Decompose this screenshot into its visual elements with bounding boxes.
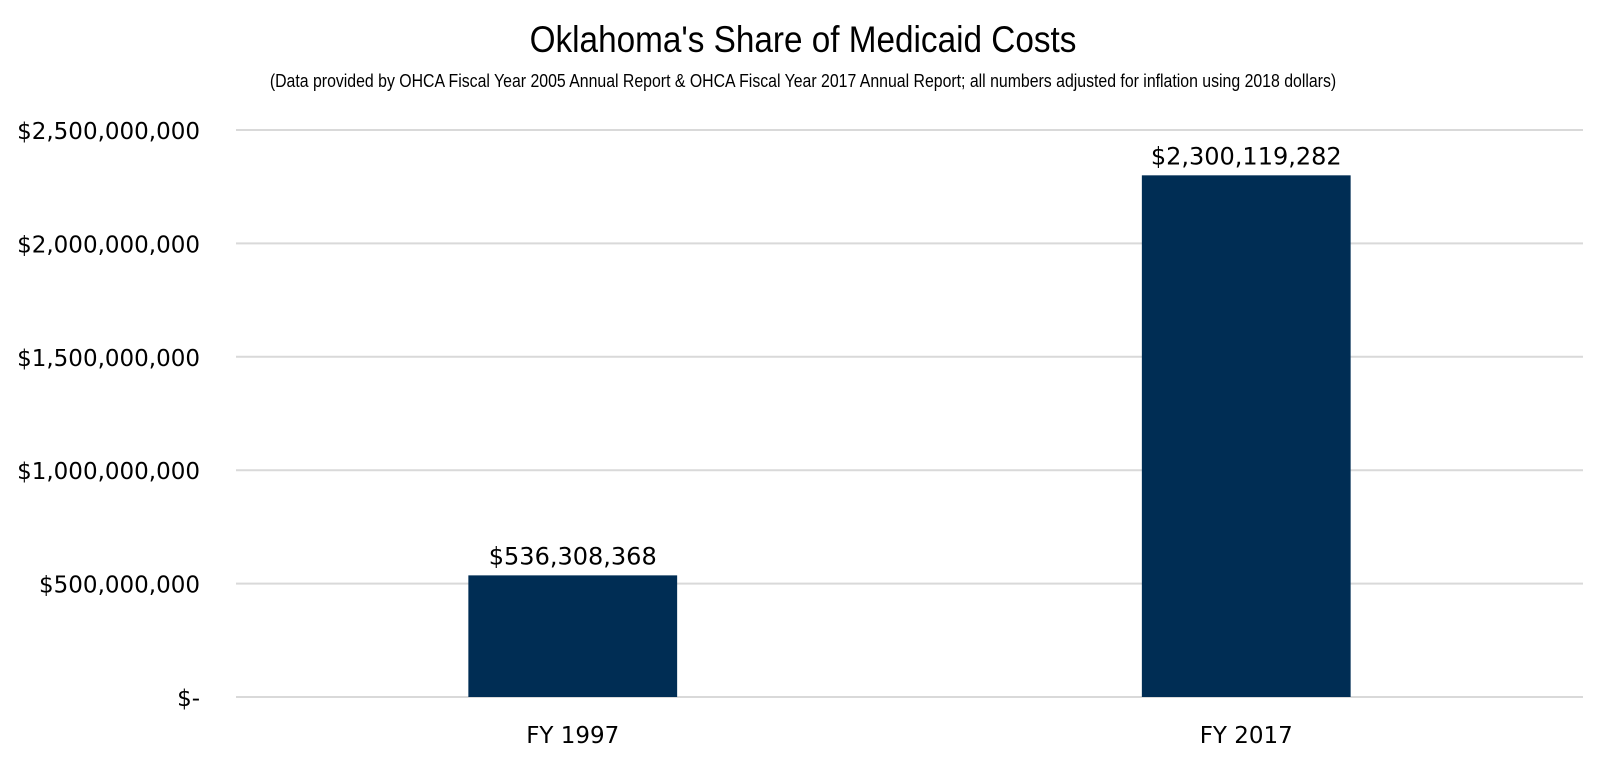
chart-subtitle: (Data provided by OHCA Fiscal Year 2005 … <box>269 71 1337 91</box>
bar-fy-1997 <box>468 575 678 697</box>
y-tick-label: $2,500,000,000 <box>17 119 200 145</box>
gridlines <box>236 129 1583 698</box>
y-tick-label: $2,000,000,000 <box>17 232 200 258</box>
y-tick-label: $1,500,000,000 <box>17 346 200 372</box>
x-axis-tick-labels: FY 1997 FY 2017 <box>526 723 1293 749</box>
data-label: $2,300,119,282 <box>1151 142 1342 170</box>
x-tick-label: FY 1997 <box>526 723 619 749</box>
x-tick-label: FY 2017 <box>1200 723 1293 749</box>
bars <box>468 175 1351 697</box>
chart-title: Oklahoma's Share of Medicaid Costs <box>529 19 1077 60</box>
data-label: $536,308,368 <box>489 542 657 570</box>
y-tick-label: $500,000,000 <box>39 573 200 599</box>
y-tick-label: $- <box>177 686 200 712</box>
data-labels: $536,308,368 $2,300,119,282 <box>489 142 1342 570</box>
y-axis-tick-labels: $- $500,000,000 $1,000,000,000 $1,500,000,0… <box>17 119 200 712</box>
bar-fy-2017 <box>1141 175 1351 697</box>
y-tick-label: $1,000,000,000 <box>17 459 200 485</box>
